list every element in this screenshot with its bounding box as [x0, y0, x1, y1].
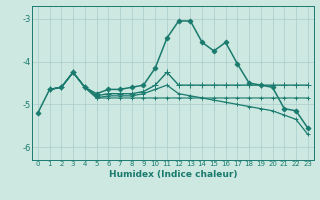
X-axis label: Humidex (Indice chaleur): Humidex (Indice chaleur): [108, 170, 237, 179]
